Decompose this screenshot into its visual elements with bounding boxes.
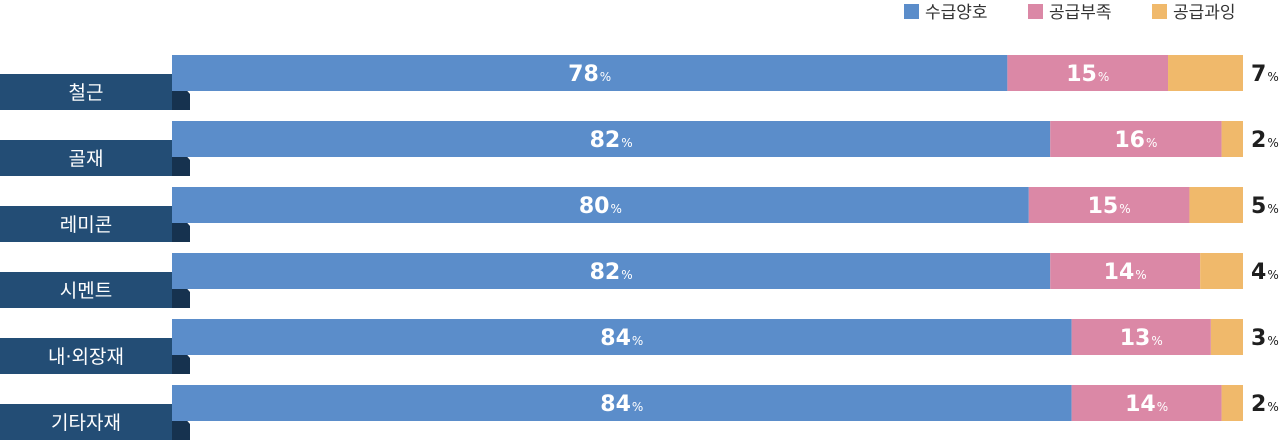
data-label-1-number: 15 xyxy=(1088,194,1119,219)
data-label-1-number: 14 xyxy=(1104,260,1135,285)
category-label-bg xyxy=(0,206,172,242)
bar-segment-0 xyxy=(172,187,1029,223)
data-label-1-number: 13 xyxy=(1120,326,1151,351)
legend-label-2: 공급과잉 xyxy=(1173,3,1236,23)
category-label-bg xyxy=(0,404,172,440)
data-label-2-unit: % xyxy=(1267,400,1278,414)
data-label-0: 84% xyxy=(600,392,643,417)
bar-segment-2 xyxy=(1189,187,1243,223)
data-label-1-number: 15 xyxy=(1066,62,1097,87)
data-label-2: 2% xyxy=(1251,128,1279,153)
data-label-0-unit: % xyxy=(632,400,643,414)
data-label-2-number: 2 xyxy=(1251,392,1266,417)
legend-label-1: 공급부족 xyxy=(1049,3,1112,23)
category-label-bg xyxy=(0,140,172,176)
data-label-2: 5% xyxy=(1251,194,1279,219)
data-label-0-number: 80 xyxy=(579,194,610,219)
category-label: 레미콘 xyxy=(60,214,112,236)
legend-swatch-0 xyxy=(904,4,919,19)
data-label-1-unit: % xyxy=(1157,400,1168,414)
data-label-0-unit: % xyxy=(600,70,611,84)
bar-segment-2 xyxy=(1168,55,1243,91)
bar-segment-1 xyxy=(1071,385,1222,421)
category-label: 골재 xyxy=(69,148,104,170)
data-label-0: 82% xyxy=(590,260,633,285)
bar-segment-1 xyxy=(1007,55,1169,91)
data-label-1: 15% xyxy=(1066,62,1109,87)
data-label-1-number: 14 xyxy=(1125,392,1156,417)
bar-segment-0 xyxy=(172,55,1008,91)
data-label-1-number: 16 xyxy=(1114,128,1145,153)
data-label-1: 14% xyxy=(1104,260,1147,285)
data-label-1-unit: % xyxy=(1146,136,1157,150)
category-label: 기타자재 xyxy=(51,412,121,434)
bar-segment-2 xyxy=(1200,253,1243,289)
bar-segment-2 xyxy=(1221,121,1243,157)
data-label-0: 82% xyxy=(590,128,633,153)
data-label-2-number: 2 xyxy=(1251,128,1266,153)
category-label: 철근 xyxy=(69,82,104,104)
bar-segment-0 xyxy=(172,319,1072,355)
data-label-2: 4% xyxy=(1251,260,1279,285)
legend-swatch-1 xyxy=(1028,4,1043,19)
legend-swatch-2 xyxy=(1152,4,1167,19)
data-label-2-number: 4 xyxy=(1251,260,1266,285)
bar-segment-0 xyxy=(172,385,1072,421)
category-label: 시멘트 xyxy=(60,280,112,302)
data-label-1: 16% xyxy=(1114,128,1157,153)
data-label-1-unit: % xyxy=(1151,334,1162,348)
data-label-0-unit: % xyxy=(621,136,632,150)
bar-segment-0 xyxy=(172,121,1051,157)
data-label-0-unit: % xyxy=(632,334,643,348)
category-label-bg xyxy=(0,74,172,110)
data-label-0-unit: % xyxy=(621,268,632,282)
bar-segment-1 xyxy=(1050,253,1201,289)
bar-segment-1 xyxy=(1050,121,1222,157)
data-label-2-unit: % xyxy=(1267,70,1278,84)
data-label-2-number: 5 xyxy=(1251,194,1266,219)
bar-segment-1 xyxy=(1028,187,1190,223)
category-label-bg xyxy=(0,272,172,308)
data-label-1: 14% xyxy=(1125,392,1168,417)
data-label-0: 80% xyxy=(579,194,622,219)
data-label-1-unit: % xyxy=(1135,268,1146,282)
bar-segment-0 xyxy=(172,253,1051,289)
data-label-0-number: 82 xyxy=(590,260,621,285)
category-label: 내·외장재 xyxy=(48,346,124,368)
data-label-0-number: 82 xyxy=(590,128,621,153)
data-label-2-number: 3 xyxy=(1251,326,1266,351)
data-label-2: 7% xyxy=(1251,62,1279,87)
legend: 수급양호 공급부족 공급과잉 xyxy=(904,3,1236,23)
data-label-2-unit: % xyxy=(1267,136,1278,150)
data-label-2-unit: % xyxy=(1267,334,1278,348)
data-label-1: 15% xyxy=(1088,194,1131,219)
data-label-0: 84% xyxy=(600,326,643,351)
data-label-1: 13% xyxy=(1120,326,1163,351)
data-label-1-unit: % xyxy=(1098,70,1109,84)
data-label-0-number: 84 xyxy=(600,326,631,351)
data-label-0-unit: % xyxy=(611,202,622,216)
data-label-0-number: 84 xyxy=(600,392,631,417)
data-label-2: 3% xyxy=(1251,326,1279,351)
bar-segment-1 xyxy=(1071,319,1211,355)
data-label-0-number: 78 xyxy=(568,62,599,87)
legend-label-0: 수급양호 xyxy=(925,3,988,23)
data-label-2-unit: % xyxy=(1267,202,1278,216)
data-label-1-unit: % xyxy=(1119,202,1130,216)
bar-segment-2 xyxy=(1221,385,1243,421)
category-label-bg xyxy=(0,338,172,374)
bar-segment-2 xyxy=(1210,319,1243,355)
data-label-2-unit: % xyxy=(1267,268,1278,282)
data-label-0: 78% xyxy=(568,62,611,87)
data-label-2: 2% xyxy=(1251,392,1279,417)
data-label-2-number: 7 xyxy=(1251,62,1266,87)
